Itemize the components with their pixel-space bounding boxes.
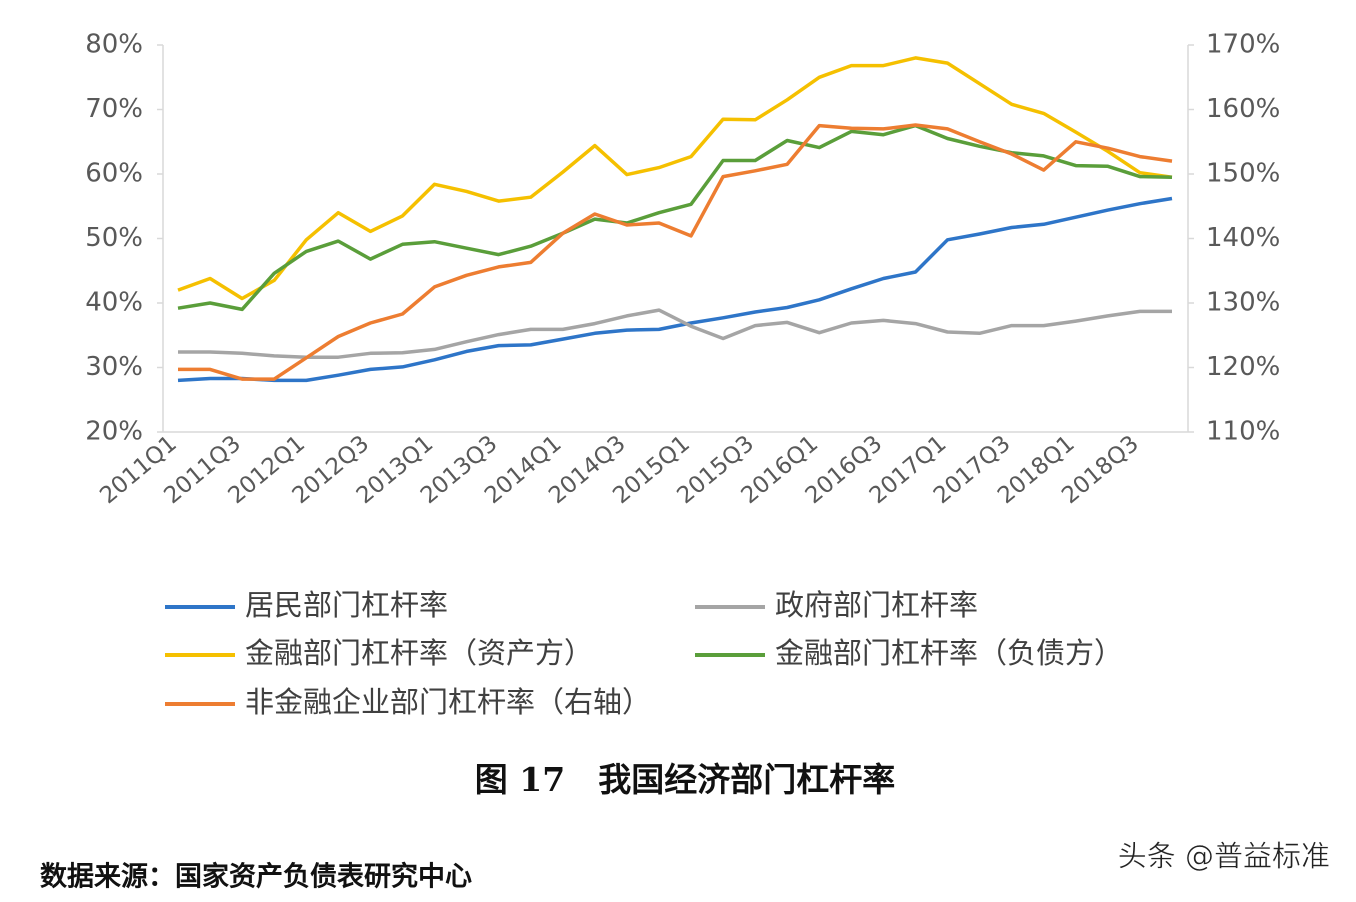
legend-label: 金融部门杠杆率（资产方） [245,636,593,670]
y-tick-label: 20% [85,417,143,447]
y2-tick-label: 170% [1206,30,1280,60]
y2-tick-label: 160% [1206,94,1280,124]
legend-label: 居民部门杠杆率 [245,588,448,622]
y2-tick-label: 150% [1206,159,1280,189]
legend-label: 政府部门杠杆率 [775,588,978,622]
watermark: 头条 @普益标准 [1118,839,1330,873]
legend-label: 非金融企业部门杠杆率（右轴） [245,685,651,719]
series-line [177,56,1173,301]
series-line [178,308,1172,359]
y-tick-label: 50% [85,223,143,253]
y-tick-label: 60% [85,159,143,189]
source-note: 数据来源：国家资产负债表研究中心 [40,861,472,893]
series-line [177,196,1173,383]
y2-tick-label: 110% [1206,417,1280,447]
series-line [177,123,1173,312]
y2-tick-label: 130% [1206,288,1280,318]
y2-tick-label: 140% [1206,223,1280,253]
series-line [178,123,1173,381]
y-tick-label: 40% [85,288,143,318]
y2-tick-label: 120% [1206,352,1280,382]
chart-title: 图 17 我国经济部门杠杆率 [475,760,895,799]
y-tick-label: 80% [85,30,143,60]
y-tick-label: 30% [85,352,143,382]
legend-label: 金融部门杠杆率（负债方） [775,636,1123,670]
y-tick-label: 70% [85,94,143,124]
